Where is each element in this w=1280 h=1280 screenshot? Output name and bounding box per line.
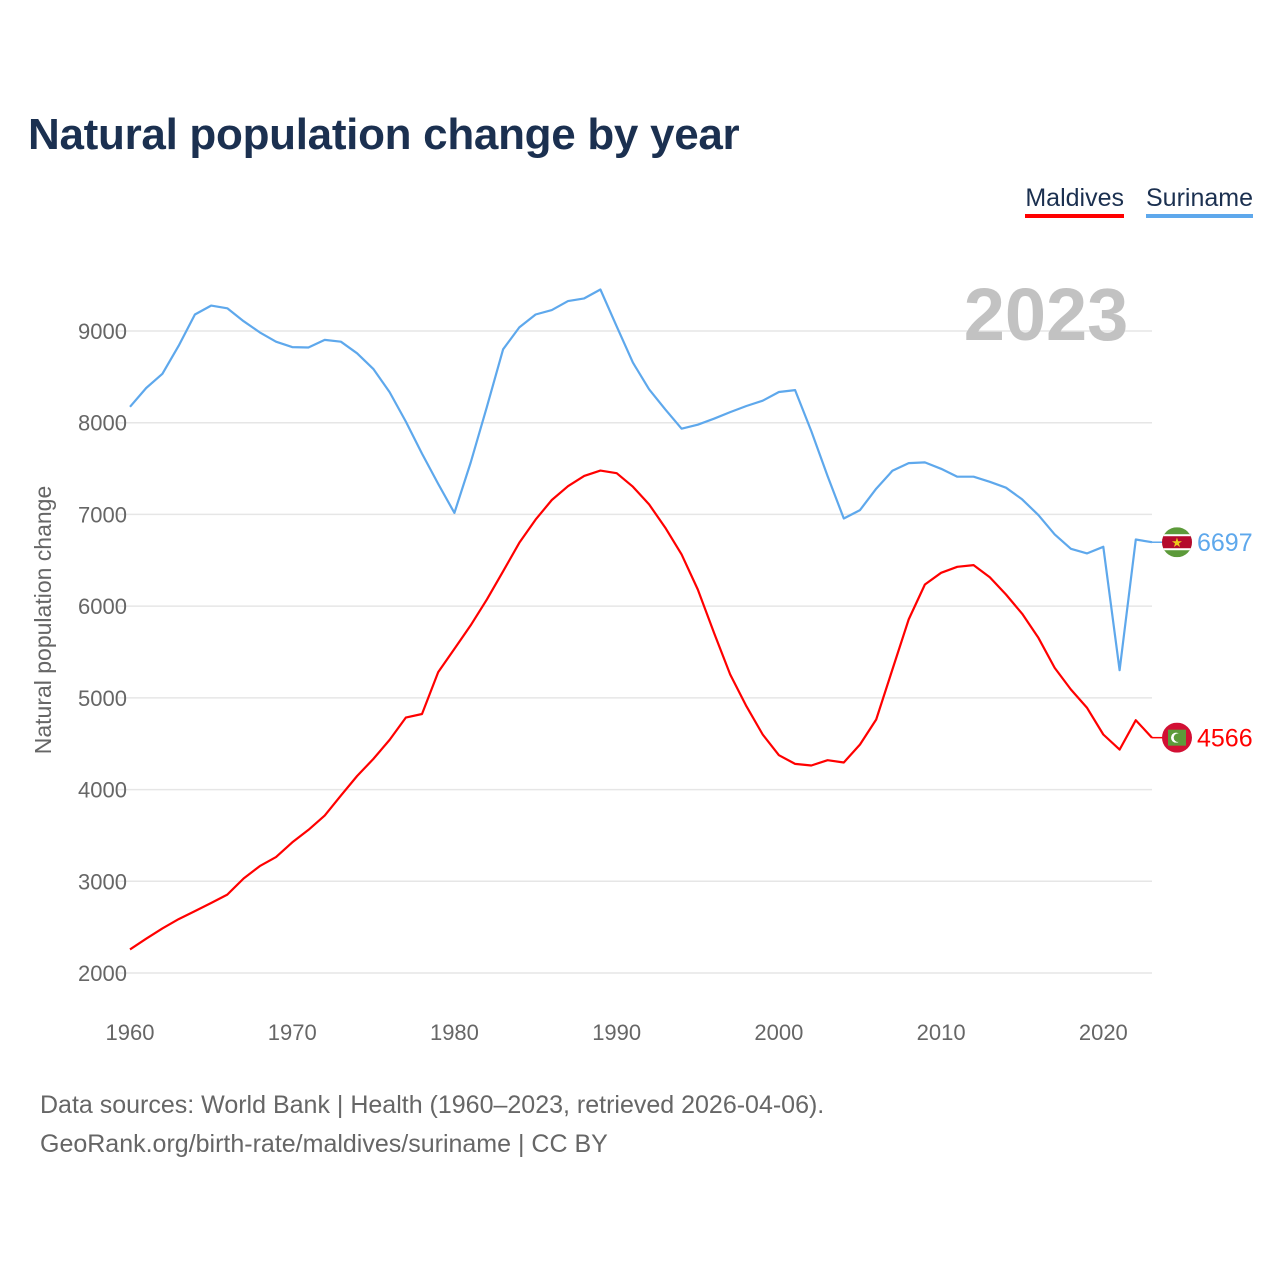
footer: Data sources: World Bank | Health (1960–… xyxy=(40,1086,824,1164)
maldives-flag-icon xyxy=(1162,722,1192,753)
suriname-flag-icon: ★ xyxy=(1162,527,1192,558)
y-tick-label: 6000 xyxy=(78,594,127,619)
flag-body xyxy=(1162,722,1192,753)
star-icon: ★ xyxy=(1171,535,1183,550)
legend-item-maldives[interactable]: Maldives xyxy=(1025,184,1124,218)
y-tick-label: 2000 xyxy=(78,961,127,986)
y-tick-label: 8000 xyxy=(78,411,127,436)
flag-red xyxy=(1162,536,1192,549)
x-tick-label: 1990 xyxy=(592,1020,641,1045)
x-tick-label: 2000 xyxy=(754,1020,803,1045)
x-tick-label: 1970 xyxy=(268,1020,317,1045)
series-line-suriname xyxy=(129,288,1153,672)
y-tick-label: 9000 xyxy=(78,319,127,344)
flag-body: ★ xyxy=(1162,527,1192,558)
y-tick-label: 4000 xyxy=(78,778,127,803)
x-tick-label: 1980 xyxy=(430,1020,479,1045)
x-tick-label: 1960 xyxy=(106,1020,155,1045)
y-tick-label: 7000 xyxy=(78,502,127,527)
series-line-maldives xyxy=(129,469,1153,951)
end-value-label: 4566 xyxy=(1197,725,1253,753)
legend: Maldives Suriname xyxy=(1025,184,1253,218)
y-tick-label: 5000 xyxy=(78,686,127,711)
x-tick-label: 2020 xyxy=(1079,1020,1128,1045)
year-watermark: 2023 xyxy=(964,273,1129,356)
x-tick-label: 2010 xyxy=(917,1020,966,1045)
source-link[interactable]: GeoRank.org/birth-rate/maldives/suriname… xyxy=(40,1130,608,1158)
crescent-inner xyxy=(1173,733,1183,742)
chart-title: Natural population change by year xyxy=(28,110,740,159)
end-value-label: 6697 xyxy=(1197,529,1253,557)
legend-item-suriname[interactable]: Suriname xyxy=(1146,184,1253,218)
y-tick-label: 3000 xyxy=(78,869,127,894)
y-axis-label: Natural population change xyxy=(30,486,56,755)
data-source-text: Data sources: World Bank | Health (1960–… xyxy=(40,1091,825,1119)
